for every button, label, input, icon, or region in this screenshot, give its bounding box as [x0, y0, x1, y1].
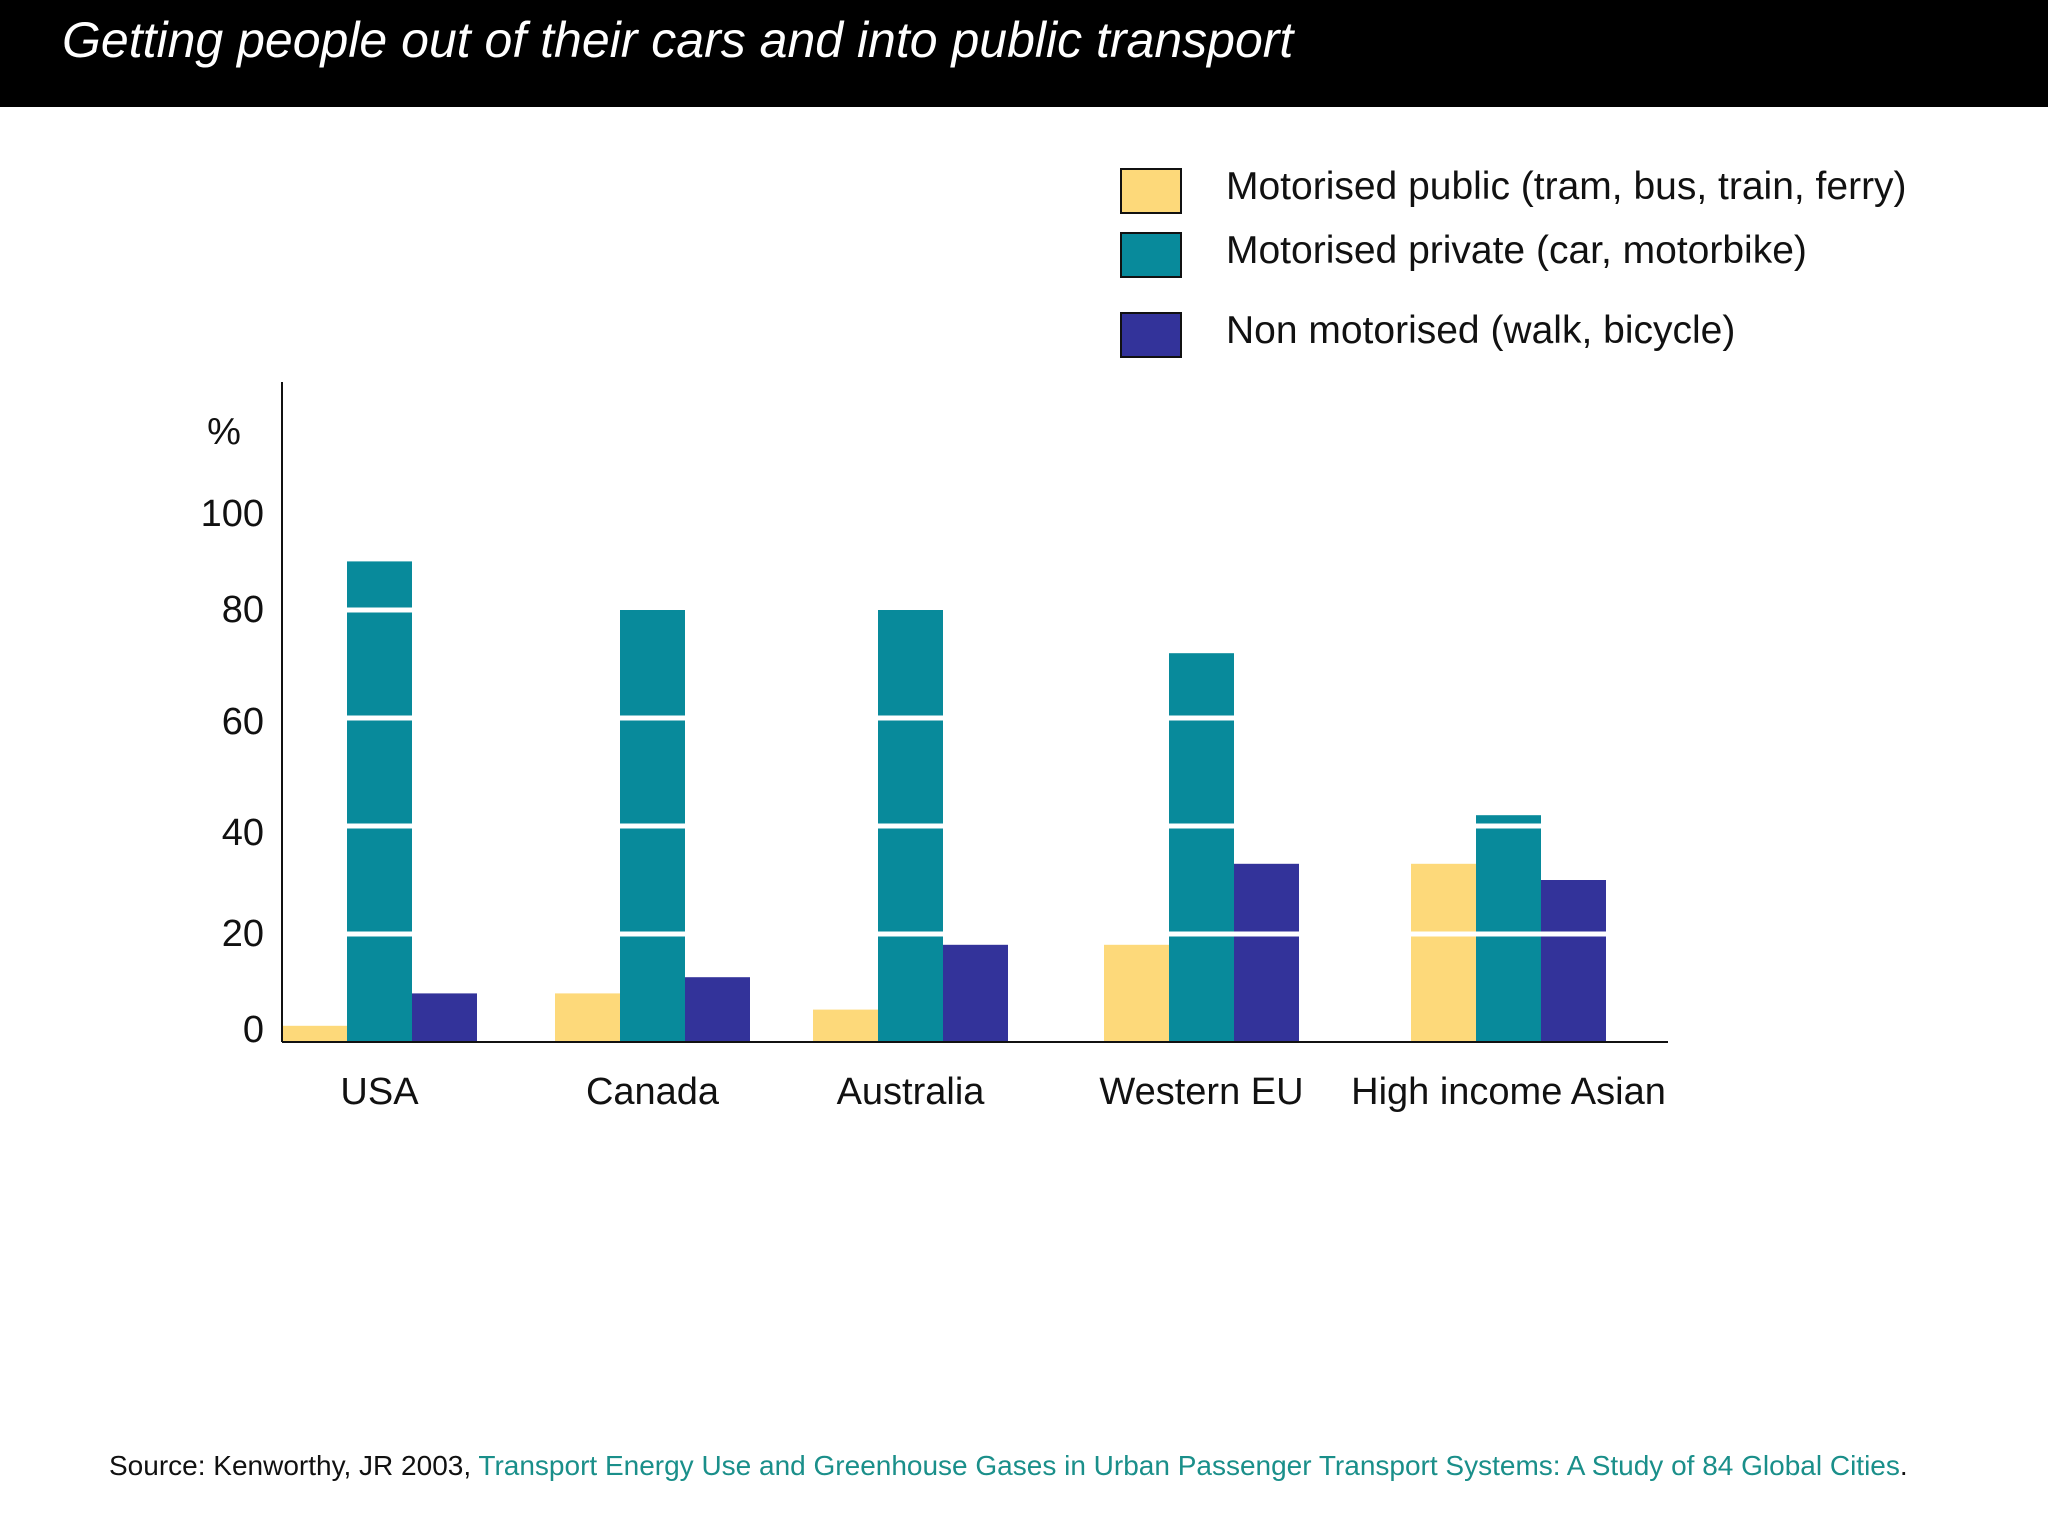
y-tick-label: 20 [222, 913, 264, 955]
chart-legend: Motorised public (tram, bus, train, ferr… [1120, 160, 2020, 360]
slide-title: Getting people out of their cars and int… [62, 12, 1294, 68]
bar-chart: USA Canada Australia Western EU High income … [201, 382, 1668, 1113]
bar-canada-series-0 [555, 993, 620, 1042]
y-tick-label: 100 [201, 493, 264, 535]
y-axis-unit-label: % [207, 411, 241, 453]
x-tick-label: High income Asian [1351, 1071, 1666, 1113]
x-tick-label: Australia [837, 1071, 986, 1113]
bar-australia-series-0 [813, 1009, 878, 1042]
bar-usa-series-1 [347, 561, 412, 1042]
bar-western-eu-series-1 [1169, 653, 1234, 1042]
legend-item-motorised-private: Motorised private (car, motorbike) [1120, 224, 2020, 284]
legend-label-non-motorised: Non motorised (walk, bicycle) [1226, 309, 1736, 352]
bar-high-income-asian-series-1 [1476, 815, 1541, 1042]
x-tick-label: USA [340, 1071, 419, 1113]
y-tick-label: 0 [243, 1009, 264, 1051]
x-tick-label: Western EU [1099, 1071, 1303, 1113]
legend-swatch-motorised-public [1120, 168, 1182, 214]
legend-label-motorised-public: Motorised public (tram, bus, train, ferr… [1226, 165, 1907, 208]
legend-swatch-motorised-private [1120, 232, 1182, 278]
y-tick-label: 60 [222, 701, 264, 743]
bar-canada-series-2 [685, 977, 750, 1042]
y-tick-label: 40 [222, 812, 264, 854]
x-tick-label: Canada [586, 1071, 720, 1113]
bar-high-income-asian-series-2 [1541, 880, 1606, 1042]
source-suffix: . [1899, 1450, 1908, 1481]
legend-item-motorised-public: Motorised public (tram, bus, train, ferr… [1120, 160, 2020, 220]
y-tick-label: 80 [222, 589, 264, 631]
legend-swatch-non-motorised [1120, 312, 1182, 358]
legend-label-motorised-private: Motorised private (car, motorbike) [1226, 229, 1807, 272]
source-citation: Source: Kenworthy, JR 2003, Transport En… [109, 1448, 1908, 1484]
source-prefix: Source: Kenworthy, JR 2003, [109, 1450, 479, 1481]
bar-australia-series-2 [943, 944, 1008, 1042]
bar-western-eu-series-2 [1234, 863, 1299, 1042]
bar-usa-series-2 [412, 993, 477, 1042]
bar-western-eu-series-0 [1104, 944, 1169, 1042]
source-link[interactable]: Transport Energy Use and Greenhouse Gase… [478, 1450, 1900, 1481]
bar-high-income-asian-series-0 [1411, 863, 1476, 1042]
slide-header: Getting people out of their cars and int… [0, 0, 2048, 107]
bar-usa-series-0 [282, 1025, 347, 1042]
legend-item-non-motorised: Non motorised (walk, bicycle) [1120, 304, 2020, 364]
